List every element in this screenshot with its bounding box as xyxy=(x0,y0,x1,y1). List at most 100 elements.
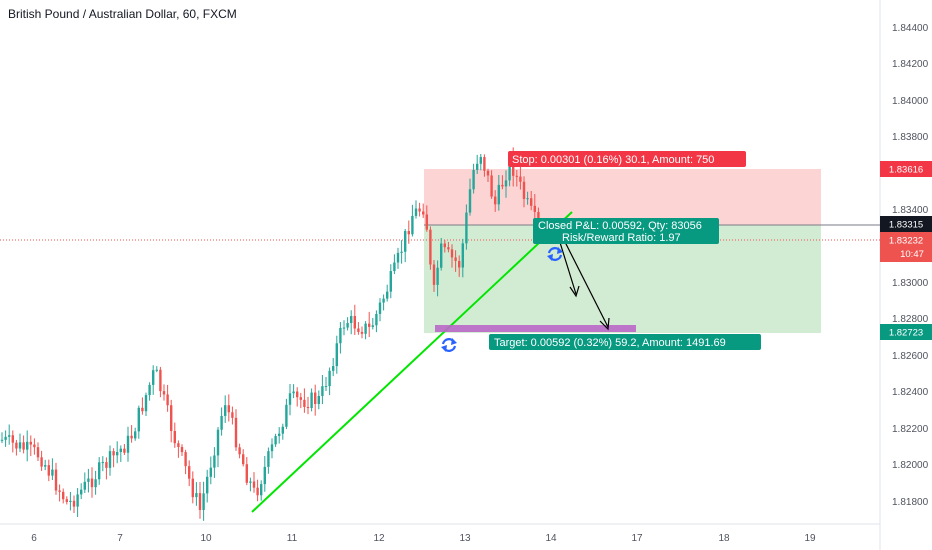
candle-body xyxy=(270,444,274,452)
candle-body xyxy=(429,229,432,265)
candle-body xyxy=(479,157,482,164)
stop-loss-zone[interactable] xyxy=(424,169,821,225)
candle-body xyxy=(224,405,227,416)
candle-body xyxy=(436,267,439,285)
price-tick: 1.83800 xyxy=(892,132,929,143)
candle-body xyxy=(206,476,209,494)
candle-body xyxy=(465,212,468,244)
candle-body xyxy=(422,211,425,215)
svg-text:1.83315: 1.83315 xyxy=(889,220,923,231)
candle-body xyxy=(0,439,4,441)
candle-body xyxy=(155,369,158,371)
time-tick: 13 xyxy=(459,533,471,544)
candle-body xyxy=(202,493,205,510)
candle-body xyxy=(468,189,472,213)
arrow-long xyxy=(561,235,609,328)
price-tick: 1.82400 xyxy=(892,387,929,398)
candle-body xyxy=(486,170,490,176)
candle-body xyxy=(483,157,486,171)
candle-body xyxy=(220,415,223,430)
candle-body xyxy=(191,478,194,498)
bar-countdown: 10:47 xyxy=(900,249,924,260)
trend-line[interactable] xyxy=(251,211,573,513)
candle-body xyxy=(112,451,115,456)
candle-body xyxy=(15,442,18,449)
target-marker-bar[interactable] xyxy=(435,325,636,332)
candle-body xyxy=(227,405,230,413)
candle-body xyxy=(432,264,436,285)
candle-body xyxy=(245,464,248,483)
candle-body xyxy=(278,433,281,437)
candle-body xyxy=(40,457,43,467)
time-tick: 17 xyxy=(631,533,643,544)
candle-body xyxy=(393,262,396,272)
candle-body xyxy=(62,491,65,500)
candle-body xyxy=(386,291,389,299)
candle-body xyxy=(519,176,522,182)
time-tick: 10 xyxy=(200,533,212,544)
pnl-label[interactable]: Closed P&L: 0.00592, Qty: 83056 Risk/Rew… xyxy=(533,218,719,244)
candle-body xyxy=(108,451,112,468)
time-axis[interactable]: 6 7 10 11 12 13 14 17 18 19 xyxy=(31,533,816,544)
candle-body xyxy=(242,454,245,465)
candle-body xyxy=(400,251,403,253)
candle-body xyxy=(494,196,497,205)
candle-body xyxy=(504,180,508,187)
candle-body xyxy=(404,231,407,252)
candle-body xyxy=(508,156,511,181)
price-axis[interactable]: 1.84400 1.84200 1.84000 1.83800 1.83400 … xyxy=(892,23,929,508)
candle-body xyxy=(101,462,104,464)
candle-body xyxy=(83,481,86,490)
candle-body xyxy=(450,249,454,258)
candle-body xyxy=(26,441,29,450)
candle-body xyxy=(162,391,166,395)
candle-body xyxy=(292,391,295,394)
candle-body xyxy=(407,231,410,235)
candle-body xyxy=(98,462,101,480)
rotate-icon[interactable] xyxy=(547,247,563,261)
candle-body xyxy=(44,465,47,467)
candle-body xyxy=(288,393,292,405)
candle-body xyxy=(177,443,180,447)
candle-body xyxy=(123,448,126,453)
price-tick: 1.82000 xyxy=(892,460,929,471)
candle-body xyxy=(515,175,518,177)
candle-body xyxy=(281,426,284,434)
candle-body xyxy=(497,184,500,205)
candle-body xyxy=(389,271,392,292)
candle-body xyxy=(148,384,151,396)
candle-body xyxy=(522,181,526,199)
candle-body xyxy=(339,327,342,344)
candle-body xyxy=(418,208,421,212)
candle-body xyxy=(530,198,533,206)
candle-body xyxy=(47,465,50,476)
candle-body xyxy=(166,394,169,406)
candlestick-series xyxy=(0,147,540,521)
candle-body xyxy=(454,257,457,261)
candle-body xyxy=(234,417,238,448)
candle-body xyxy=(87,478,90,482)
price-tick: 1.82600 xyxy=(892,351,929,362)
candle-body xyxy=(141,407,144,412)
candle-body xyxy=(324,386,328,388)
chart-title: British Pound / Australian Dollar, 60, F… xyxy=(8,7,237,21)
candle-body xyxy=(458,260,461,268)
candle-body xyxy=(231,412,234,418)
candle-body xyxy=(533,205,536,212)
time-tick: 11 xyxy=(287,533,298,544)
candle-body xyxy=(22,442,25,450)
price-tick: 1.82200 xyxy=(892,424,929,435)
arrow-short-head xyxy=(569,285,580,298)
price-tick: 1.81800 xyxy=(892,497,929,508)
arrow-short xyxy=(557,235,577,295)
svg-text:1.83232: 1.83232 xyxy=(889,236,923,247)
projection-arrows[interactable] xyxy=(557,235,610,331)
candle-body xyxy=(346,323,349,328)
rotate-icon[interactable] xyxy=(441,338,457,352)
stop-price-badge: 1.83616 xyxy=(880,161,932,177)
candle-body xyxy=(116,452,119,456)
price-tick: 1.84200 xyxy=(892,59,929,70)
stop-label[interactable]: Stop: 0.00301 (0.16%) 30.1, Amount: 750 xyxy=(508,151,746,167)
target-label[interactable]: Target: 0.00592 (0.32%) 59.2, Amount: 14… xyxy=(489,334,761,350)
